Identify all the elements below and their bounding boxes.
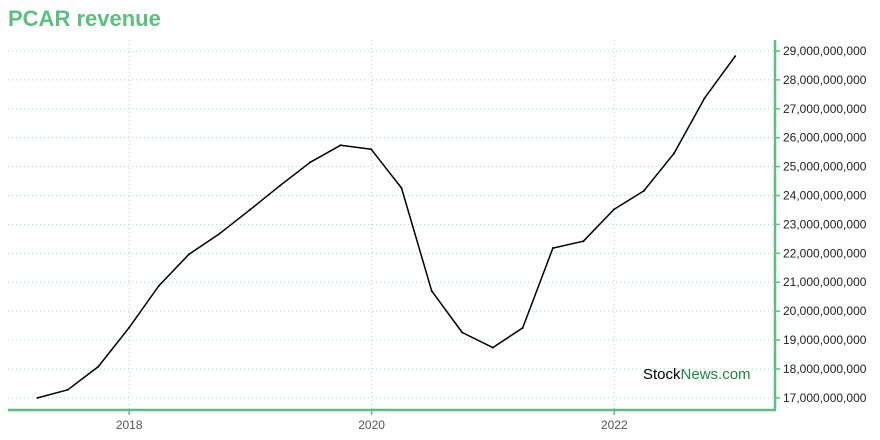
y-tick-label: 25,000,000,000 xyxy=(783,160,867,174)
data-point xyxy=(97,365,100,368)
x-tick-label: 2018 xyxy=(116,418,143,432)
y-tick-label: 17,000,000,000 xyxy=(783,391,867,405)
data-point xyxy=(551,247,554,250)
data-point xyxy=(66,388,69,391)
y-tick-label: 28,000,000,000 xyxy=(783,73,867,87)
y-tick-label: 21,000,000,000 xyxy=(783,275,867,289)
data-point xyxy=(491,346,494,349)
data-point xyxy=(521,326,524,329)
data-point xyxy=(187,253,190,256)
y-tick-label: 22,000,000,000 xyxy=(783,246,867,260)
y-axis-tick-labels: 17,000,000,000 18,000,000,000 19,000,000,0… xyxy=(783,44,867,405)
watermark-part-news: News xyxy=(681,366,719,383)
data-point xyxy=(734,55,737,58)
data-point xyxy=(309,161,312,164)
axes xyxy=(8,40,780,415)
data-point xyxy=(673,152,676,155)
y-tick-label: 24,000,000,000 xyxy=(783,189,867,203)
data-point xyxy=(218,232,221,235)
x-axis-tick-labels: 2018 2020 2022 xyxy=(116,418,628,432)
y-tick-label: 29,000,000,000 xyxy=(783,44,867,58)
y-tick-label: 27,000,000,000 xyxy=(783,102,867,116)
grid-lines xyxy=(8,40,775,410)
data-point xyxy=(157,284,160,287)
data-point xyxy=(461,331,464,334)
data-point xyxy=(612,208,615,211)
y-tick-label: 26,000,000,000 xyxy=(783,131,867,145)
data-point xyxy=(339,144,342,147)
data-point xyxy=(249,208,252,211)
x-tick-label: 2022 xyxy=(601,418,628,432)
chart-title: PCAR revenue xyxy=(8,6,161,31)
data-point xyxy=(127,326,130,329)
y-tick-label: 19,000,000,000 xyxy=(783,333,867,347)
data-point xyxy=(278,184,281,187)
watermark-part-stock: Stock xyxy=(643,366,681,383)
revenue-series-line xyxy=(37,55,736,399)
data-point xyxy=(400,187,403,189)
data-point xyxy=(703,97,706,100)
y-tick-label: 23,000,000,000 xyxy=(783,217,867,231)
series-group xyxy=(36,55,737,399)
stocknews-watermark: StockNews.com xyxy=(643,366,751,383)
data-point xyxy=(582,240,585,243)
data-point xyxy=(370,148,373,151)
data-point xyxy=(36,396,39,399)
y-tick-label: 18,000,000,000 xyxy=(783,362,867,376)
data-point xyxy=(430,289,433,292)
x-tick-label: 2020 xyxy=(358,418,385,432)
y-tick-label: 20,000,000,000 xyxy=(783,304,867,318)
watermark-part-com: .com xyxy=(718,366,751,383)
data-point xyxy=(642,189,645,192)
